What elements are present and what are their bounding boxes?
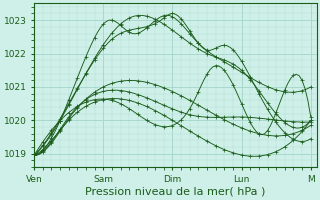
X-axis label: Pression niveau de la mer( hPa ): Pression niveau de la mer( hPa ) [85, 187, 266, 197]
